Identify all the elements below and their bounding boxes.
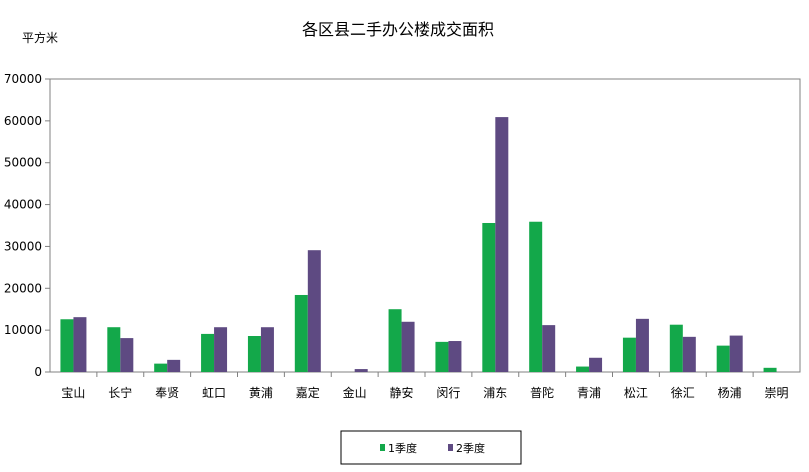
x-category-label: 虹口 [202,386,226,400]
bar-q2 [120,338,134,372]
y-tick-label: 40000 [4,198,42,212]
bar-q2 [542,325,556,372]
legend-swatch-q2 [448,444,453,451]
y-tick-label: 30000 [4,239,42,253]
bar-q1 [622,337,636,372]
legend: 1季度 2季度 [340,430,522,465]
bar-q1 [107,327,121,372]
y-tick-label: 60000 [4,114,42,128]
x-category-label: 嘉定 [296,385,320,400]
bar-q2 [214,327,228,372]
legend-swatch-q1 [380,444,385,451]
bar-q1 [669,324,683,372]
legend-label-q2: 2季度 [456,441,485,455]
bar-q1 [763,367,777,372]
x-category-label: 长宁 [108,385,132,400]
bar-q2 [635,318,649,372]
y-tick-label: 70000 [4,72,42,86]
x-category-label: 宝山 [61,386,85,400]
bar-q2 [401,321,415,372]
x-category-label: 崇明 [765,386,789,400]
bar-q1 [482,222,496,372]
x-category-label: 浦东 [483,386,507,400]
y-tick-label: 50000 [4,156,42,170]
bar-q1 [154,363,168,372]
plot-area [49,78,801,373]
bar-q2 [354,369,368,372]
x-category-label: 奉贤 [155,386,179,400]
bar-q2 [260,327,274,372]
bars-group [60,117,777,372]
bar-q1 [201,333,215,372]
bar-q2 [448,341,462,372]
x-category-label: 普陀 [530,385,554,400]
bar-q2 [682,336,696,372]
y-tick-label: 20000 [4,281,42,295]
x-axis: 宝山 长宁 奉贤 虹口 黄浦 嘉定 金山 静安 闵行 浦东 普陀 青浦 松江 徐汇 杨浦 崇明 [61,372,789,400]
x-category-label: 黄浦 [249,386,273,400]
x-category-label: 杨浦 [718,385,742,400]
bar-q1 [60,319,74,372]
legend-label-q1: 1季度 [388,441,417,455]
bar-q1 [529,221,543,372]
y-tick-label: 0 [34,365,42,379]
bar-q1 [388,309,402,372]
bar-q2 [167,359,181,372]
bar-q2 [73,317,87,372]
x-category-label: 徐汇 [671,385,695,400]
bar-q2 [495,117,509,372]
bar-q2 [307,250,321,372]
y-tick-label: 10000 [4,323,42,337]
bar-q1 [576,366,590,372]
x-category-label: 金山 [343,385,367,400]
bar-q2 [589,357,603,372]
x-category-label: 静安 [390,385,414,400]
x-category-label: 松江 [624,386,648,400]
chart-title: 各区县二手办公楼成交面积 [302,20,494,39]
bar-q1 [247,336,261,372]
bar-q1 [435,341,449,372]
legend-box [340,430,522,465]
bar-q1 [716,345,730,372]
x-category-label: 青浦 [577,386,601,400]
x-category-label: 闵行 [436,385,460,400]
bar-q1 [294,294,308,372]
y-axis: 0 10000 20000 30000 40000 50000 60000 70000 [4,72,50,379]
y-axis-unit-label: 平方米 [22,30,58,45]
bar-q2 [729,335,743,372]
